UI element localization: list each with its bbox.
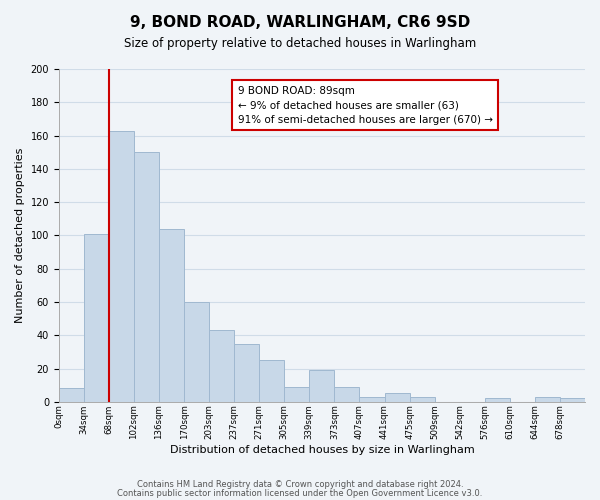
Bar	[410, 397, 434, 402]
Bar	[535, 397, 560, 402]
Y-axis label: Number of detached properties: Number of detached properties	[15, 148, 25, 323]
Text: 9, BOND ROAD, WARLINGHAM, CR6 9SD: 9, BOND ROAD, WARLINGHAM, CR6 9SD	[130, 15, 470, 30]
Bar	[359, 397, 385, 402]
Text: Contains HM Land Registry data © Crown copyright and database right 2024.: Contains HM Land Registry data © Crown c…	[137, 480, 463, 489]
Bar	[485, 398, 510, 402]
Bar	[59, 388, 84, 402]
Text: Size of property relative to detached houses in Warlingham: Size of property relative to detached ho…	[124, 38, 476, 51]
Bar	[334, 387, 359, 402]
Bar	[109, 130, 134, 402]
Bar	[184, 302, 209, 402]
Bar	[385, 394, 410, 402]
Bar	[234, 344, 259, 402]
Bar	[209, 330, 234, 402]
Bar	[259, 360, 284, 402]
Bar	[284, 387, 310, 402]
X-axis label: Distribution of detached houses by size in Warlingham: Distribution of detached houses by size …	[170, 445, 474, 455]
Bar	[310, 370, 334, 402]
Text: Contains public sector information licensed under the Open Government Licence v3: Contains public sector information licen…	[118, 488, 482, 498]
Text: 9 BOND ROAD: 89sqm
← 9% of detached houses are smaller (63)
91% of semi-detached: 9 BOND ROAD: 89sqm ← 9% of detached hous…	[238, 86, 493, 125]
Bar	[560, 398, 585, 402]
Bar	[159, 228, 184, 402]
Bar	[134, 152, 159, 402]
Bar	[84, 234, 109, 402]
